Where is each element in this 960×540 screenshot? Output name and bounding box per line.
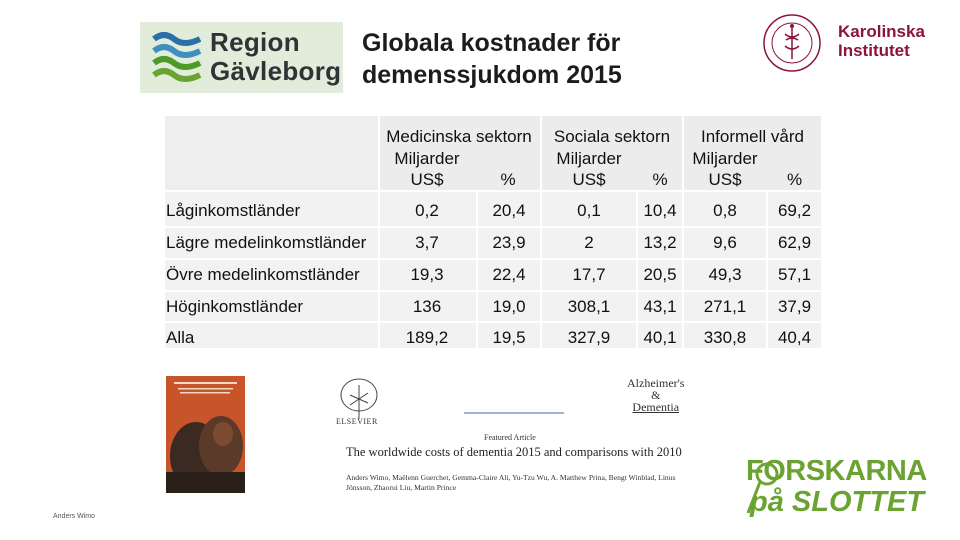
row-label: Alla	[166, 328, 195, 347]
group-header-medical: Medicinska sektorn	[378, 126, 540, 147]
col-separator	[682, 116, 684, 348]
karolinska-wordmark: Karolinska Institutet	[838, 22, 925, 60]
region-gavleborg-wave-icon	[152, 32, 202, 82]
subheader: Miljarder US$	[542, 148, 636, 190]
article-type: Featured Article	[484, 433, 536, 442]
subheader-line: Miljarder	[556, 149, 622, 168]
group-name: Medicinska sektorn	[386, 127, 532, 146]
table-cell: 19,3	[410, 265, 444, 284]
article-title: The worldwide costs of dementia 2015 and…	[346, 445, 682, 459]
col-separator	[636, 190, 638, 348]
group-header-social: Sociala sektorn	[542, 126, 682, 147]
ki-line1: Karolinska	[838, 22, 925, 41]
table-cell: 20,5	[643, 265, 677, 284]
logo-line2: Gävleborg	[210, 56, 342, 86]
subheader-unit: US$	[572, 170, 606, 189]
row-separator	[165, 290, 821, 292]
article-authors: Anders Wimo, Maëlenn Guerchet, Gemma-Cla…	[346, 473, 676, 492]
table-cell: 3,7	[415, 233, 439, 252]
table-cell: 308,1	[567, 297, 611, 316]
publisher-name: ELSEVIER	[336, 417, 378, 426]
report-cover-image	[166, 376, 245, 493]
row-label: Höginkomstländer	[166, 297, 304, 316]
journal-logo: Alzheimer's & Dementia	[627, 377, 684, 413]
row-label: Låginkomstländer	[166, 201, 301, 220]
subheader-line: Miljarder	[394, 149, 460, 168]
table-cell: 0,2	[415, 201, 439, 220]
table-cell: 49,3	[708, 265, 742, 284]
table-cell: 43,1	[643, 297, 677, 316]
slide-title: Globala kostnader för demenssjukdom 2015	[362, 27, 622, 91]
table-cell: 17,7	[572, 265, 606, 284]
journal-line2: &	[651, 388, 661, 402]
table-cell: 327,9	[567, 328, 611, 347]
table-cell: 330,8	[703, 328, 747, 347]
col-separator	[378, 116, 380, 348]
table-cell: 9,6	[713, 233, 737, 252]
elsevier-tree-icon	[336, 375, 382, 431]
journal-meta-bar	[464, 412, 564, 414]
table-cell: 271,1	[703, 297, 747, 316]
table-cell: 37,9	[777, 297, 812, 316]
pct-header: %	[786, 170, 803, 189]
table-cell: 19,5	[492, 328, 526, 347]
table-cell: 69,2	[777, 201, 812, 220]
subheader: Miljarder US$	[378, 148, 476, 190]
col-separator	[476, 190, 478, 348]
title-line1: Globala kostnader för	[362, 29, 621, 57]
group-name: Informell vård	[701, 127, 804, 146]
table-cell: 57,1	[777, 265, 812, 284]
table-cell: 189,2	[405, 328, 449, 347]
row-label: Lägre medelinkomstländer	[166, 233, 367, 252]
report-cover-photo	[166, 376, 245, 493]
journal-meta-line	[464, 410, 564, 418]
table-cell: 19,0	[492, 297, 526, 316]
table-cell: 23,9	[492, 233, 526, 252]
table-cell: 136	[412, 297, 442, 316]
journal-line3: Dementia	[632, 400, 680, 414]
forskarna-line2: på SLOTTET	[750, 486, 924, 518]
table-cell: 2	[584, 233, 594, 252]
table-cell: 0,1	[577, 201, 601, 220]
forskarna-line1: FORSKARNA	[746, 455, 927, 487]
table-cell: 13,2	[643, 233, 677, 252]
region-gavleborg-logo: Region Gävleborg	[140, 22, 343, 93]
forskarna-pa-slottet-logo: FORSKARNA på SLOTTET	[740, 455, 945, 527]
row-separator	[165, 258, 821, 260]
row-label: Övre medelinkomstländer	[166, 265, 360, 284]
pct-header: %	[500, 170, 516, 189]
slide-author: Anders Wimo	[53, 513, 96, 520]
subheader-line: Miljarder	[692, 149, 758, 168]
title-line2: demenssjukdom 2015	[362, 61, 622, 89]
table-cell: 10,4	[643, 201, 677, 220]
table-cell: 20,4	[492, 201, 526, 220]
logo-line1: Region	[210, 27, 300, 57]
forskarna-logo-graphic	[746, 462, 779, 514]
subheader-unit: US$	[708, 170, 742, 189]
group-header-informal: Informell vård	[684, 126, 821, 147]
table-cell: 40,4	[777, 328, 812, 347]
row-separator	[165, 226, 821, 228]
ki-line2: Institutet	[838, 41, 910, 60]
row-separator	[165, 190, 821, 192]
col-separator	[766, 190, 768, 348]
table-cell: 22,4	[492, 265, 526, 284]
header-empty-cell	[165, 116, 377, 190]
karolinska-seal-icon	[763, 14, 821, 72]
group-name: Sociala sektorn	[553, 127, 671, 146]
pct-header: %	[652, 170, 668, 189]
article-header: ELSEVIER Alzheimer's & Dementia Featured…	[332, 373, 690, 495]
table-cell: 40,1	[643, 328, 677, 347]
table-cell: 0,8	[713, 201, 737, 220]
col-separator	[540, 116, 542, 348]
row-separator	[165, 321, 821, 323]
subheader: Miljarder US$	[684, 148, 766, 190]
journal-line1: Alzheimer's	[627, 376, 685, 390]
table-cell: 62,9	[777, 233, 812, 252]
subheader-unit: US$	[410, 170, 444, 189]
